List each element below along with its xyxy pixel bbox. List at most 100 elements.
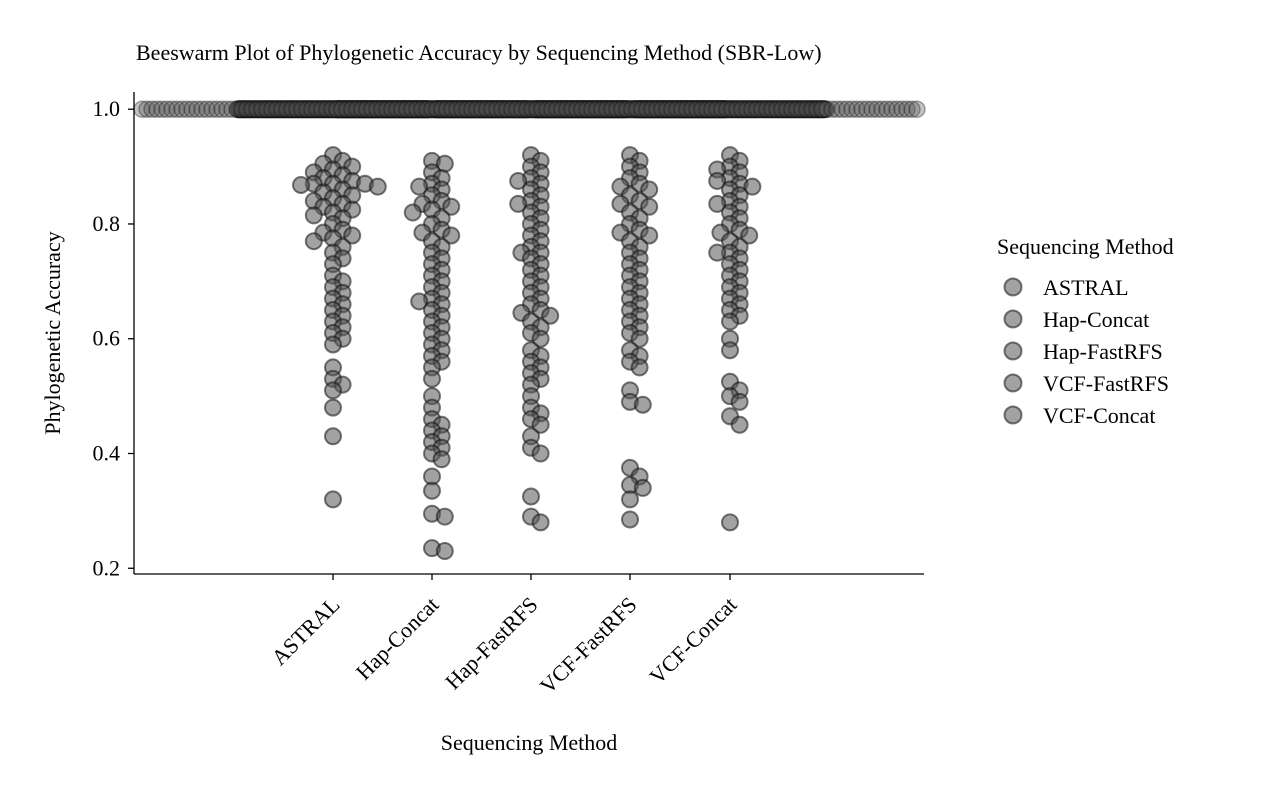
y-axis-title: Phylogenetic Accuracy: [40, 231, 65, 434]
data-point-max-band: [728, 100, 746, 118]
x-tick-label: VCF-Concat: [644, 592, 741, 689]
legend-label: VCF-Concat: [1043, 403, 1155, 428]
data-point: [435, 542, 454, 561]
data-point-max-band: [148, 100, 166, 118]
data-point-max-band: [238, 100, 256, 118]
data-point-max-band: [743, 100, 761, 118]
data-point-max-band: [198, 100, 216, 118]
data-point-max-band: [433, 100, 451, 118]
data-point-max-band: [688, 100, 706, 118]
data-point-max-band: [463, 100, 481, 118]
data-point-max-band: [273, 100, 291, 118]
data-point-max-band: [903, 100, 921, 118]
data-point-max-band: [208, 100, 226, 118]
data-point-max-band: [603, 100, 621, 118]
y-tick-label: 0.4: [93, 441, 121, 466]
legend-marker: [1003, 405, 1023, 425]
data-point-max-band: [223, 100, 241, 118]
data-point-max-band: [368, 100, 386, 118]
data-point: [531, 329, 550, 348]
data-point: [531, 513, 550, 532]
data-point-max-band: [343, 100, 361, 118]
data-point: [531, 444, 550, 463]
data-point: [509, 171, 528, 190]
legend-label: Hap-FastRFS: [1043, 339, 1163, 364]
data-point-max-band: [873, 100, 891, 118]
data-point: [343, 226, 362, 245]
data-point-max-band: [218, 100, 236, 118]
data-point: [423, 369, 441, 388]
data-point: [435, 507, 454, 526]
data-point-max-band: [403, 100, 421, 118]
data-point-max-band: [538, 100, 556, 118]
data-point-max-band: [508, 100, 526, 118]
data-point-max-band: [573, 100, 591, 118]
data-point-max-band: [423, 100, 441, 118]
data-point-max-band: [438, 100, 456, 118]
data-point-max-band: [503, 100, 521, 118]
data-point-max-band: [253, 100, 271, 118]
data-point-max-band: [843, 100, 861, 118]
data-point-max-band: [283, 100, 301, 118]
data-point-max-band: [808, 100, 826, 118]
data-point: [368, 177, 387, 196]
data-point-max-band: [328, 100, 346, 118]
data-point-max-band: [338, 100, 356, 118]
data-point: [721, 312, 739, 331]
data-point-max-band: [798, 100, 816, 118]
data-point: [304, 206, 323, 225]
data-point-max-band: [533, 100, 551, 118]
data-point-max-band: [528, 100, 546, 118]
data-point-max-band: [513, 100, 531, 118]
data-point-max-band: [838, 100, 856, 118]
data-point: [640, 180, 659, 199]
data-point-max-band: [868, 100, 886, 118]
legend-label: ASTRAL: [1043, 275, 1129, 300]
data-point: [708, 194, 727, 213]
y-tick-label: 0.2: [93, 555, 121, 580]
data-point-max-band: [668, 100, 686, 118]
data-point-max-band: [908, 100, 926, 118]
data-point-max-band: [723, 100, 741, 118]
data-point-max-band: [848, 100, 866, 118]
data-point-max-band: [173, 100, 191, 118]
data-point: [721, 513, 739, 532]
data-point-max-band: [633, 100, 651, 118]
chart-title: Beeswarm Plot of Phylogenetic Accuracy b…: [136, 40, 822, 65]
legend-marker: [1003, 341, 1023, 361]
data-point-max-band: [443, 100, 461, 118]
data-point: [743, 177, 762, 196]
data-point-max-band: [398, 100, 416, 118]
data-point-max-band: [213, 100, 231, 118]
data-point-max-band: [388, 100, 406, 118]
data-point-max-band: [718, 100, 736, 118]
legend-label: VCF-FastRFS: [1043, 371, 1169, 396]
legend-label: Hap-Concat: [1043, 307, 1149, 332]
data-point: [410, 177, 429, 196]
data-point-max-band: [188, 100, 206, 118]
data-point-max-band: [418, 100, 436, 118]
data-point-max-band: [293, 100, 311, 118]
data-point: [442, 197, 461, 216]
data-point-max-band: [623, 100, 641, 118]
data-point: [423, 481, 441, 500]
data-point-max-band: [558, 100, 576, 118]
data-point: [633, 478, 652, 497]
data-point: [403, 203, 422, 222]
y-ticks: 0.2 0.4 0.6 0.8 1.0: [93, 96, 134, 580]
data-point: [730, 415, 749, 434]
data-point-max-band: [268, 100, 286, 118]
data-point-max-band: [353, 100, 371, 118]
x-tick-label: Hap-Concat: [351, 592, 444, 685]
data-point-max-band: [763, 100, 781, 118]
data-point: [324, 398, 342, 417]
data-point: [621, 490, 639, 509]
legend-marker: [1003, 309, 1023, 329]
data-point-max-band: [648, 100, 666, 118]
data-point-max-band: [733, 100, 751, 118]
data-point-max-band: [678, 100, 696, 118]
data-point-max-band: [778, 100, 796, 118]
data-point-max-band: [473, 100, 491, 118]
data-point-max-band: [488, 100, 506, 118]
